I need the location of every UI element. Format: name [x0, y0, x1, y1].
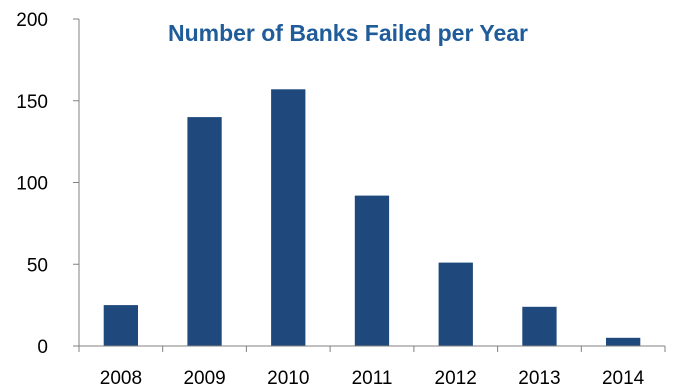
- x-tick-label-2008: 2008: [100, 368, 142, 389]
- bars-layer: [103, 89, 641, 347]
- bar-2012: [438, 262, 473, 346]
- x-tick-label-2011: 2011: [352, 368, 393, 389]
- y-tick-label-200: 200: [16, 10, 48, 31]
- labels-layer: 0 50 100 150 200 2008 2009 2010 2011 2012 2013 2014: [16, 10, 644, 389]
- y-tick-label-150: 150: [16, 92, 48, 113]
- y-tick-label-0: 0: [37, 337, 48, 358]
- x-tick-label-2010: 2010: [267, 368, 309, 389]
- bar-2013: [522, 306, 557, 346]
- axis-layer: [73, 18, 666, 352]
- bar-2011: [354, 195, 390, 346]
- x-tick-label-2009: 2009: [183, 368, 225, 389]
- bar-2014: [606, 337, 641, 346]
- x-tick-label-2012: 2012: [435, 368, 477, 389]
- bar-2010: [271, 89, 306, 347]
- bar-2008: [103, 305, 138, 346]
- x-tick-label-2014: 2014: [602, 368, 645, 389]
- y-tick-label-50: 50: [27, 255, 48, 276]
- chart-title: Number of Banks Failed per Year: [168, 20, 528, 46]
- y-tick-label-100: 100: [16, 174, 48, 195]
- bar-2009: [187, 117, 222, 346]
- x-tick-label-2013: 2013: [518, 368, 560, 389]
